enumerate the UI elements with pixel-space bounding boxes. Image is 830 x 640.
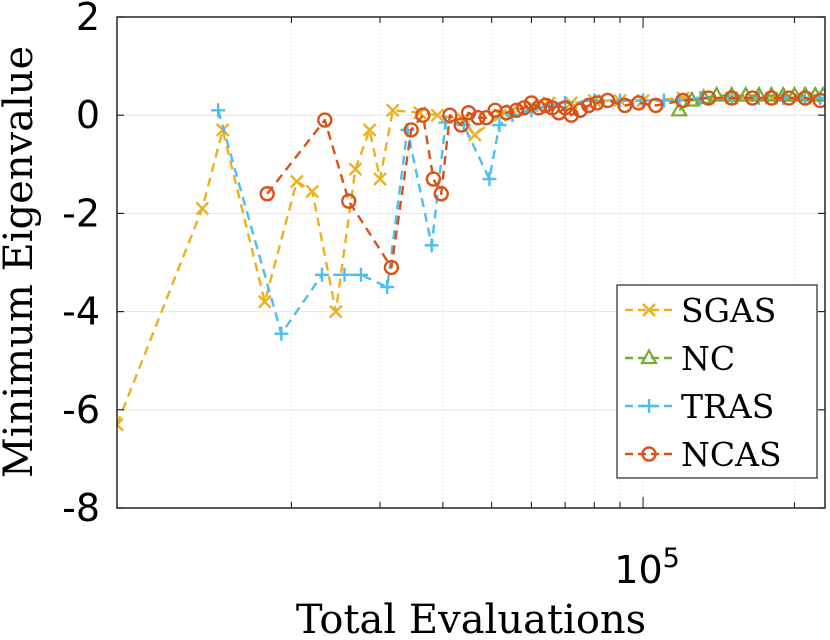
ncas-point [744,90,761,106]
legend-items: SGAS NC TRAS NCAS [625,291,782,474]
ncas-point [508,102,525,118]
ncas-point [700,90,717,106]
sgas-point [373,172,387,186]
y-tick-label: 2 [76,0,100,39]
legend-item-nc: NC [625,339,735,378]
y-axis-title: Minimum Eigenvalue [0,46,42,478]
y-tick-label: -6 [62,388,100,432]
legend: SGAS NC TRAS NCAS [616,284,818,479]
legend-marker-nc [640,348,658,365]
ncas-point [723,90,740,106]
series-ncas [259,90,825,276]
ncas-point [599,92,616,109]
ncas-point [498,105,515,121]
legend-marker-sgas [642,303,656,317]
legend-label-nc: NC [681,339,735,378]
ncas-point [537,97,554,114]
sgas-point [328,304,343,319]
tras-point [482,172,497,187]
sgas-point [385,103,400,118]
ncas-point [617,97,633,114]
plot-frame [116,16,826,509]
x-tick-label-base: 10 [614,548,662,592]
legend-label-tras: TRAS [681,387,774,426]
tras-point [211,103,226,118]
tras-point [636,93,651,108]
legend-label-sgas: SGAS [681,291,776,330]
ncas-point [403,122,419,138]
tras-point [424,238,439,253]
tras-point [354,267,369,282]
ncas-point [425,171,442,187]
tick-layer: 2 0 -2 -4 -6 -8 105 [62,0,825,592]
legend-item-tras: TRAS [625,387,774,426]
legend-item-ncas: NCAS [625,435,782,474]
ncas-point [259,186,275,202]
ncas-point [383,259,400,276]
tras-point [492,118,507,133]
nc-point [762,85,781,102]
sgas-point [305,184,320,199]
y-tick-label: -4 [62,290,100,334]
y-tick-label: 0 [76,93,100,137]
sgas-point [117,417,124,432]
legend-item-sgas: SGAS [625,291,776,330]
tras-point [337,267,352,282]
ncas-point [630,95,647,111]
ncas-point [648,97,664,114]
ncas-point [763,90,780,106]
ncas-point [470,109,486,126]
y-tick-label: -8 [62,486,100,530]
sgas-point [348,162,363,177]
y-tick-label: -2 [62,191,100,235]
tras-point [314,267,329,282]
ncas-point [812,92,825,109]
ncas-point [675,92,691,109]
ncas-point [341,193,357,209]
ncas-point [433,186,449,202]
series-layer [117,85,825,432]
legend-marker-ncas [641,446,657,462]
legend-marker-tras [642,399,656,413]
legend-label-ncas: NCAS [681,435,782,474]
ncas-point [453,117,469,133]
x-axis-title: Total Evaluations [296,597,646,640]
sgas-point [430,108,445,123]
ncas-point [317,112,333,128]
ncas-point [415,107,431,123]
x-tick-label: 105 [614,543,680,592]
tras-point [274,326,289,341]
x-tick-label-exponent: 5 [663,543,680,574]
ncas-point [442,107,458,123]
ncas-point [589,95,605,111]
legend-box [616,284,818,479]
ncas-point [797,90,813,106]
nc-point [670,100,689,117]
tras-point [380,280,395,295]
sgas-point [362,123,377,137]
sgas-point [257,294,272,309]
ncas-point [478,109,495,126]
ncas-point [781,90,797,106]
sgas-point [289,174,304,189]
sgas-point [467,127,482,142]
ncas-point [581,97,597,114]
sgas-point [195,201,210,216]
